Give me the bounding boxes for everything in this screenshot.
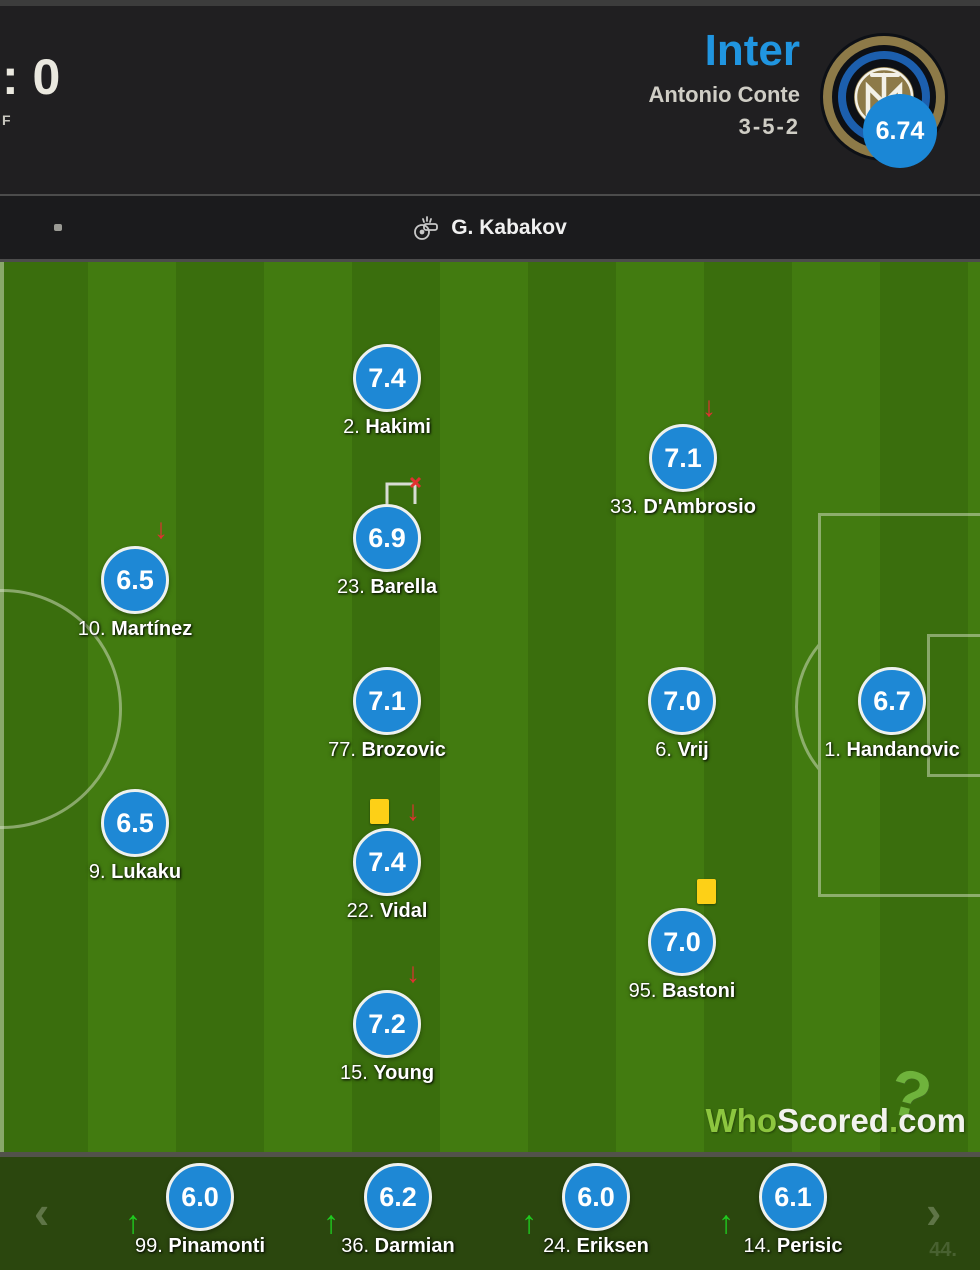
player-name-label: 1. Handanovic <box>824 739 960 761</box>
referee-name: G. Kabakov <box>451 215 567 239</box>
top-divider <box>0 0 980 6</box>
player-name-label: 2. Hakimi <box>343 416 431 438</box>
score-fragment: : 0 <box>2 49 61 105</box>
player-rating-badge[interactable]: 6.9 <box>353 504 421 572</box>
sub-rating-badge[interactable]: 6.0 <box>562 1163 630 1231</box>
sub-rating-badge[interactable]: 6.1 <box>759 1163 827 1231</box>
period-label: F <box>2 112 11 128</box>
player-name-label: 23. Barella <box>336 576 438 598</box>
team-rating-badge: 6.74 <box>863 94 937 168</box>
sub-name-label: 36. Darmian <box>341 1235 455 1257</box>
team-manager: Antonio Conte <box>648 82 800 107</box>
sub-name-label: 24. Eriksen <box>543 1235 649 1257</box>
player-name-label: 22. Vidal <box>346 900 428 922</box>
sub-off-arrow-icon: ↓ <box>154 513 168 544</box>
player-name-label: 15. Young <box>339 1062 435 1084</box>
referee-whistle-icon <box>414 215 439 240</box>
player-rating-badge[interactable]: 7.4 <box>353 344 421 412</box>
penalty-area <box>818 513 980 897</box>
sub-on-arrow-icon: ↑ <box>718 1204 734 1240</box>
team-name[interactable]: Inter <box>704 26 800 75</box>
yellow-card-icon <box>370 799 389 824</box>
bench-bar: ‹ ↑ 6.0 99. Pinamonti ↑ 6.2 36. Darmian ↑ 6.0 24… <box>0 1157 980 1270</box>
bench-divider <box>0 1152 980 1157</box>
sub-rating-badge[interactable]: 6.0 <box>166 1163 234 1231</box>
player-rating-badge[interactable]: 6.7 <box>858 667 926 735</box>
player-name-label: 77. Brozovic <box>328 739 446 761</box>
player-rating-badge[interactable]: 7.1 <box>353 667 421 735</box>
six-yard-box <box>927 634 980 777</box>
header-divider <box>0 194 980 196</box>
whoscored-wordmark: WhoScored.com <box>705 1102 966 1139</box>
sub-name-label: 99. Pinamonti <box>134 1235 266 1257</box>
player-name-label: 6. Vrij <box>655 739 709 761</box>
player-rating-badge[interactable]: 7.0 <box>648 667 716 735</box>
team-formation: 3-5-2 <box>738 114 800 139</box>
whoscored-watermark: ? WhoScored.com <box>705 1053 966 1152</box>
player-rating-badge[interactable]: 7.2 <box>353 990 421 1058</box>
player-rating-badge[interactable]: 7.1 <box>649 424 717 492</box>
pitch: 7.4 2. Hakimi ↓ 7.1 33. D'Ambrosio 6.9 23. Bar… <box>0 262 980 1152</box>
penalty-arc <box>795 609 818 807</box>
player-rating-badge[interactable]: 7.4 <box>353 828 421 896</box>
referee-bar: G. Kabakov <box>0 196 980 259</box>
refbar-divider <box>0 259 980 262</box>
player-rating-badge[interactable]: 7.0 <box>648 908 716 976</box>
sub-name-label: 14. Perisic <box>743 1235 843 1257</box>
bench-prev-button[interactable]: ‹ <box>34 1186 50 1238</box>
player-rating-badge[interactable]: 6.5 <box>101 789 169 857</box>
bench-overflow-hint: 44. <box>929 1239 957 1261</box>
player-name-label: 10. Martínez <box>77 618 193 640</box>
sub-off-arrow-icon: ↓ <box>406 957 420 988</box>
player-name-label: 9. Lukaku <box>88 861 182 883</box>
player-rating-badge[interactable]: 6.5 <box>101 546 169 614</box>
sub-on-arrow-icon: ↑ <box>521 1204 537 1240</box>
sub-on-arrow-icon: ↑ <box>323 1204 339 1240</box>
player-name-label: 33. D'Ambrosio <box>610 496 756 518</box>
sub-on-arrow-icon: ↑ <box>125 1204 141 1240</box>
sub-off-arrow-icon: ↓ <box>702 391 716 422</box>
player-name-label: 95. Bastoni <box>628 980 736 1002</box>
woodwork-icon <box>384 476 426 509</box>
yellow-card-icon <box>697 879 716 904</box>
referee-bullet <box>54 224 62 231</box>
match-header: : 0 F Inter Antonio Conte 3-5-2 6.74 <box>0 6 980 194</box>
sub-rating-badge[interactable]: 6.2 <box>364 1163 432 1231</box>
bench-next-button[interactable]: › <box>926 1186 942 1238</box>
sub-off-arrow-icon: ↓ <box>406 795 420 826</box>
